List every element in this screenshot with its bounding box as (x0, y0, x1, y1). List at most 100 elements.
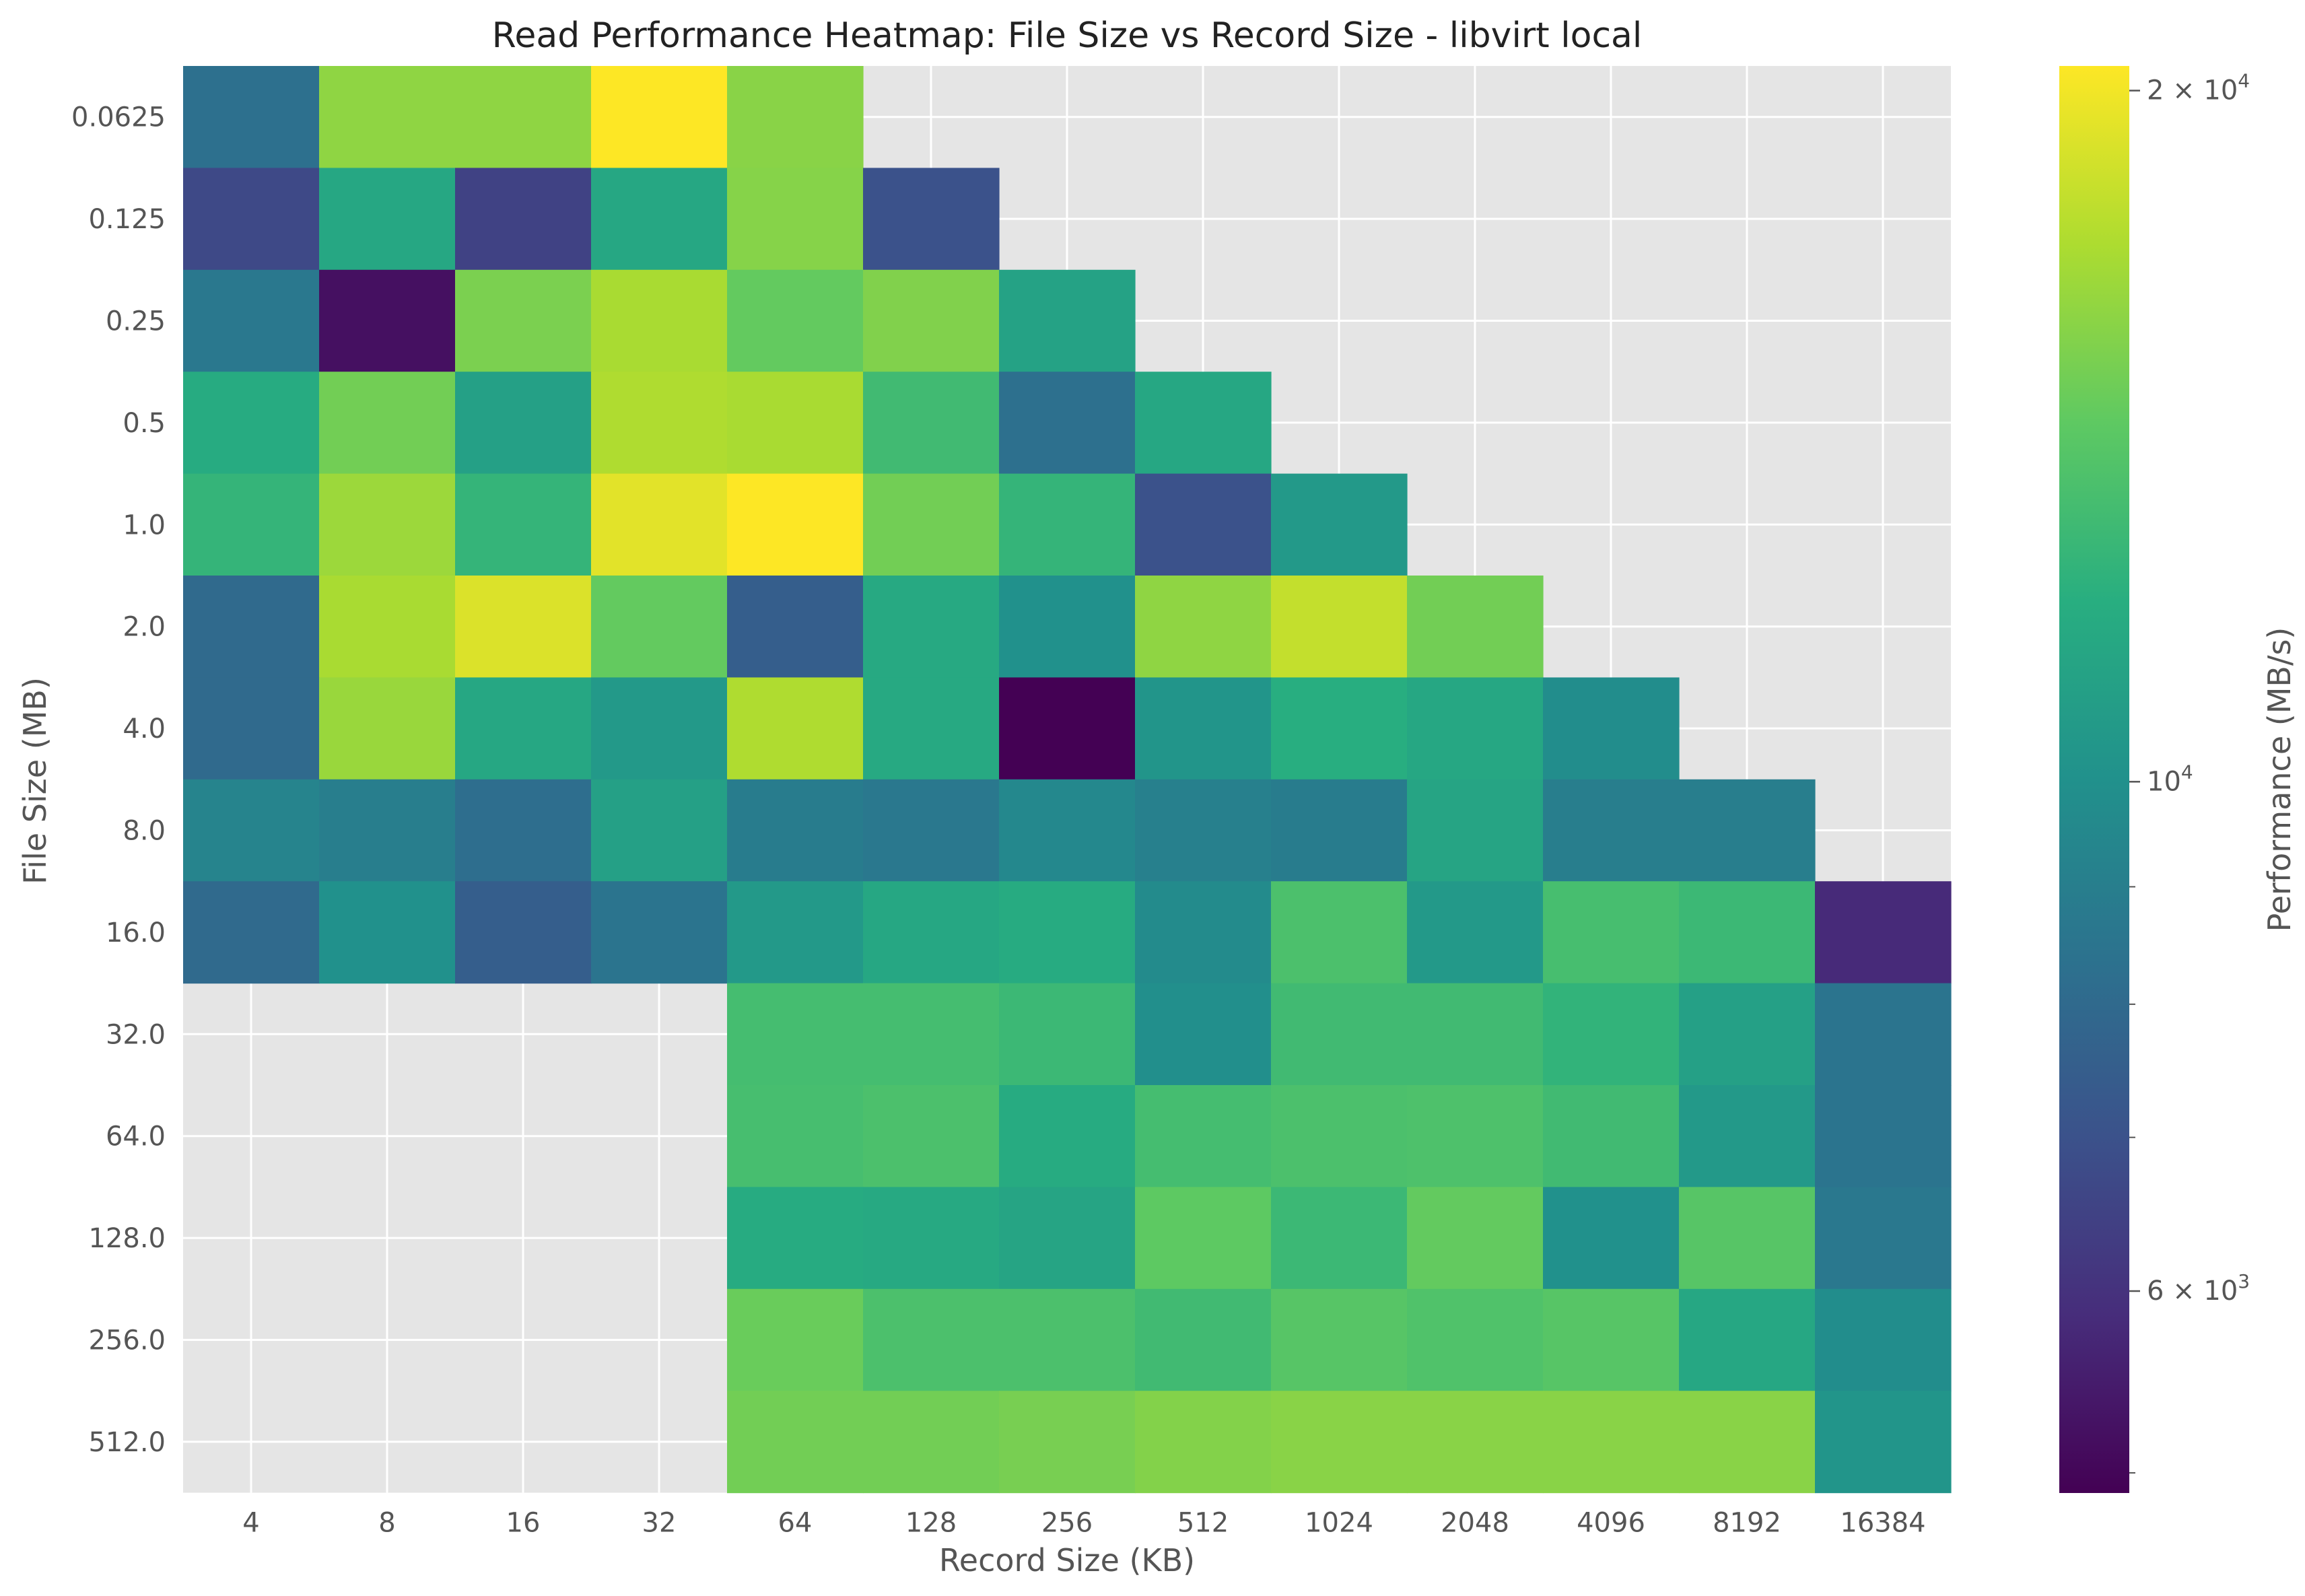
chart-title: Read Performance Heatmap: File Size vs R… (492, 15, 1643, 56)
heatmap-cell (727, 168, 864, 271)
heatmap-cell (183, 372, 320, 475)
heatmap-cell (727, 1085, 864, 1187)
heatmap-cell (591, 677, 728, 780)
heatmap-cell (455, 576, 592, 678)
x-tick-label: 1024 (1305, 1508, 1373, 1539)
x-tick-label: 256 (1041, 1508, 1093, 1539)
heatmap-cell (183, 677, 320, 780)
colorbar-ticks: 2 × 104 104 6 × 103 (2129, 70, 2250, 1474)
heatmap-cell (591, 168, 728, 271)
heatmap-cell (319, 677, 456, 780)
heatmap-cell (863, 1187, 1000, 1290)
heatmap-cell (319, 576, 456, 678)
y-tick-label: 1.0 (123, 510, 166, 541)
heatmap-cell (1271, 1288, 1408, 1391)
heatmap-cell (999, 473, 1136, 576)
heatmap-cell (1271, 779, 1408, 882)
heatmap-cell (1135, 1391, 1272, 1494)
y-axis-label: File Size (MB) (17, 677, 53, 884)
heatmap-cell (183, 66, 320, 168)
heatmap-cell (1407, 1187, 1544, 1290)
heatmap-cell (727, 269, 864, 372)
heatmap-cell (999, 779, 1136, 882)
heatmap-cell (455, 66, 592, 168)
heatmap-cell (591, 269, 728, 372)
heatmap-cell (1407, 1288, 1544, 1391)
heatmap-cell (1543, 1288, 1680, 1391)
heatmap-cell (1679, 1187, 1816, 1290)
heatmap-cell (1815, 983, 1952, 1086)
heatmap-cell (863, 576, 1000, 678)
heatmap-cell (319, 881, 456, 984)
heatmap-cell (1679, 1288, 1816, 1391)
x-tick-label: 32 (642, 1508, 677, 1539)
heatmap-cell (183, 576, 320, 678)
heatmap-cell (455, 168, 592, 271)
colorbar-label: Performance (MB/s) (2261, 627, 2298, 932)
heatmap-cell (1815, 881, 1952, 984)
heatmap-cell (1407, 677, 1544, 780)
x-tick-label: 8192 (1713, 1508, 1781, 1539)
y-tick-label: 32.0 (106, 1019, 166, 1050)
heatmap-cell (1271, 881, 1408, 984)
heatmap-cell (863, 269, 1000, 372)
x-axis-label: Record Size (KB) (939, 1542, 1195, 1578)
heatmap-cell (1407, 779, 1544, 882)
heatmap-cell (727, 1288, 864, 1391)
heatmap-cell (1271, 576, 1408, 678)
heatmap-cell (1135, 473, 1272, 576)
colorbar-gradient (2059, 66, 2129, 1493)
heatmap-cell (863, 779, 1000, 882)
heatmap-cell (999, 1187, 1136, 1290)
heatmap-cell (183, 168, 320, 271)
heatmap-cell (999, 269, 1136, 372)
heatmap-cell (1543, 1187, 1680, 1290)
heatmap-cell (183, 473, 320, 576)
heatmap-cell (1135, 983, 1272, 1086)
colorbar: 2 × 104 104 6 × 103 Performance (MB/s) (2059, 66, 2298, 1493)
y-tick-label: 0.125 (88, 204, 166, 235)
heatmap-cell (455, 269, 592, 372)
heatmap-cell (1271, 1085, 1408, 1187)
heatmap-cell (1135, 1288, 1272, 1391)
heatmap-cell (1815, 1085, 1952, 1187)
heatmap-cell (1679, 881, 1816, 984)
heatmap-cell (863, 1085, 1000, 1187)
heatmap-cell (727, 779, 864, 882)
x-tick-label: 16384 (1840, 1508, 1925, 1539)
x-tick-label: 64 (778, 1508, 813, 1539)
heatmap-cell (319, 66, 456, 168)
heatmap-cell (1679, 983, 1816, 1086)
heatmap-cell (1135, 1187, 1272, 1290)
heatmap-cell (999, 1085, 1136, 1187)
heatmap-cell (1543, 881, 1680, 984)
heatmap-cell (1271, 473, 1408, 576)
heatmap-cell (727, 66, 864, 168)
heatmap-cell (1135, 1085, 1272, 1187)
heatmap-cell (319, 168, 456, 271)
heatmap-cell (591, 473, 728, 576)
y-tick-label: 0.0625 (71, 102, 166, 133)
heatmap-cell (319, 269, 456, 372)
colorbar-tick-label: 104 (2147, 761, 2193, 797)
x-tick-label: 2048 (1441, 1508, 1509, 1539)
heatmap-cell (1679, 779, 1816, 882)
heatmap-cell (999, 1391, 1136, 1494)
heatmap-cell (863, 983, 1000, 1086)
heatmap-cell (1543, 983, 1680, 1086)
heatmap-cell (727, 576, 864, 678)
heatmap-cell (183, 269, 320, 372)
heatmap-cell (863, 1391, 1000, 1494)
heatmap-cell (1271, 983, 1408, 1086)
heatmap-cell (863, 473, 1000, 576)
heatmap-cell (319, 473, 456, 576)
y-axis-ticks: 0.0625 0.125 0.25 0.5 1.0 2.0 4.0 8.0 16.0 32.0 64… (71, 102, 166, 1458)
x-tick-label: 512 (1177, 1508, 1229, 1539)
y-tick-label: 128.0 (88, 1223, 166, 1254)
x-axis-ticks: 4 8 16 32 64 128 256 512 1024 2048 4096 8192 16384 (242, 1508, 1925, 1539)
heatmap-cell (1407, 576, 1544, 678)
heatmap-cell (727, 1187, 864, 1290)
colorbar-tick-label: 6 × 103 (2147, 1270, 2250, 1307)
x-tick-label: 4 (242, 1508, 259, 1539)
